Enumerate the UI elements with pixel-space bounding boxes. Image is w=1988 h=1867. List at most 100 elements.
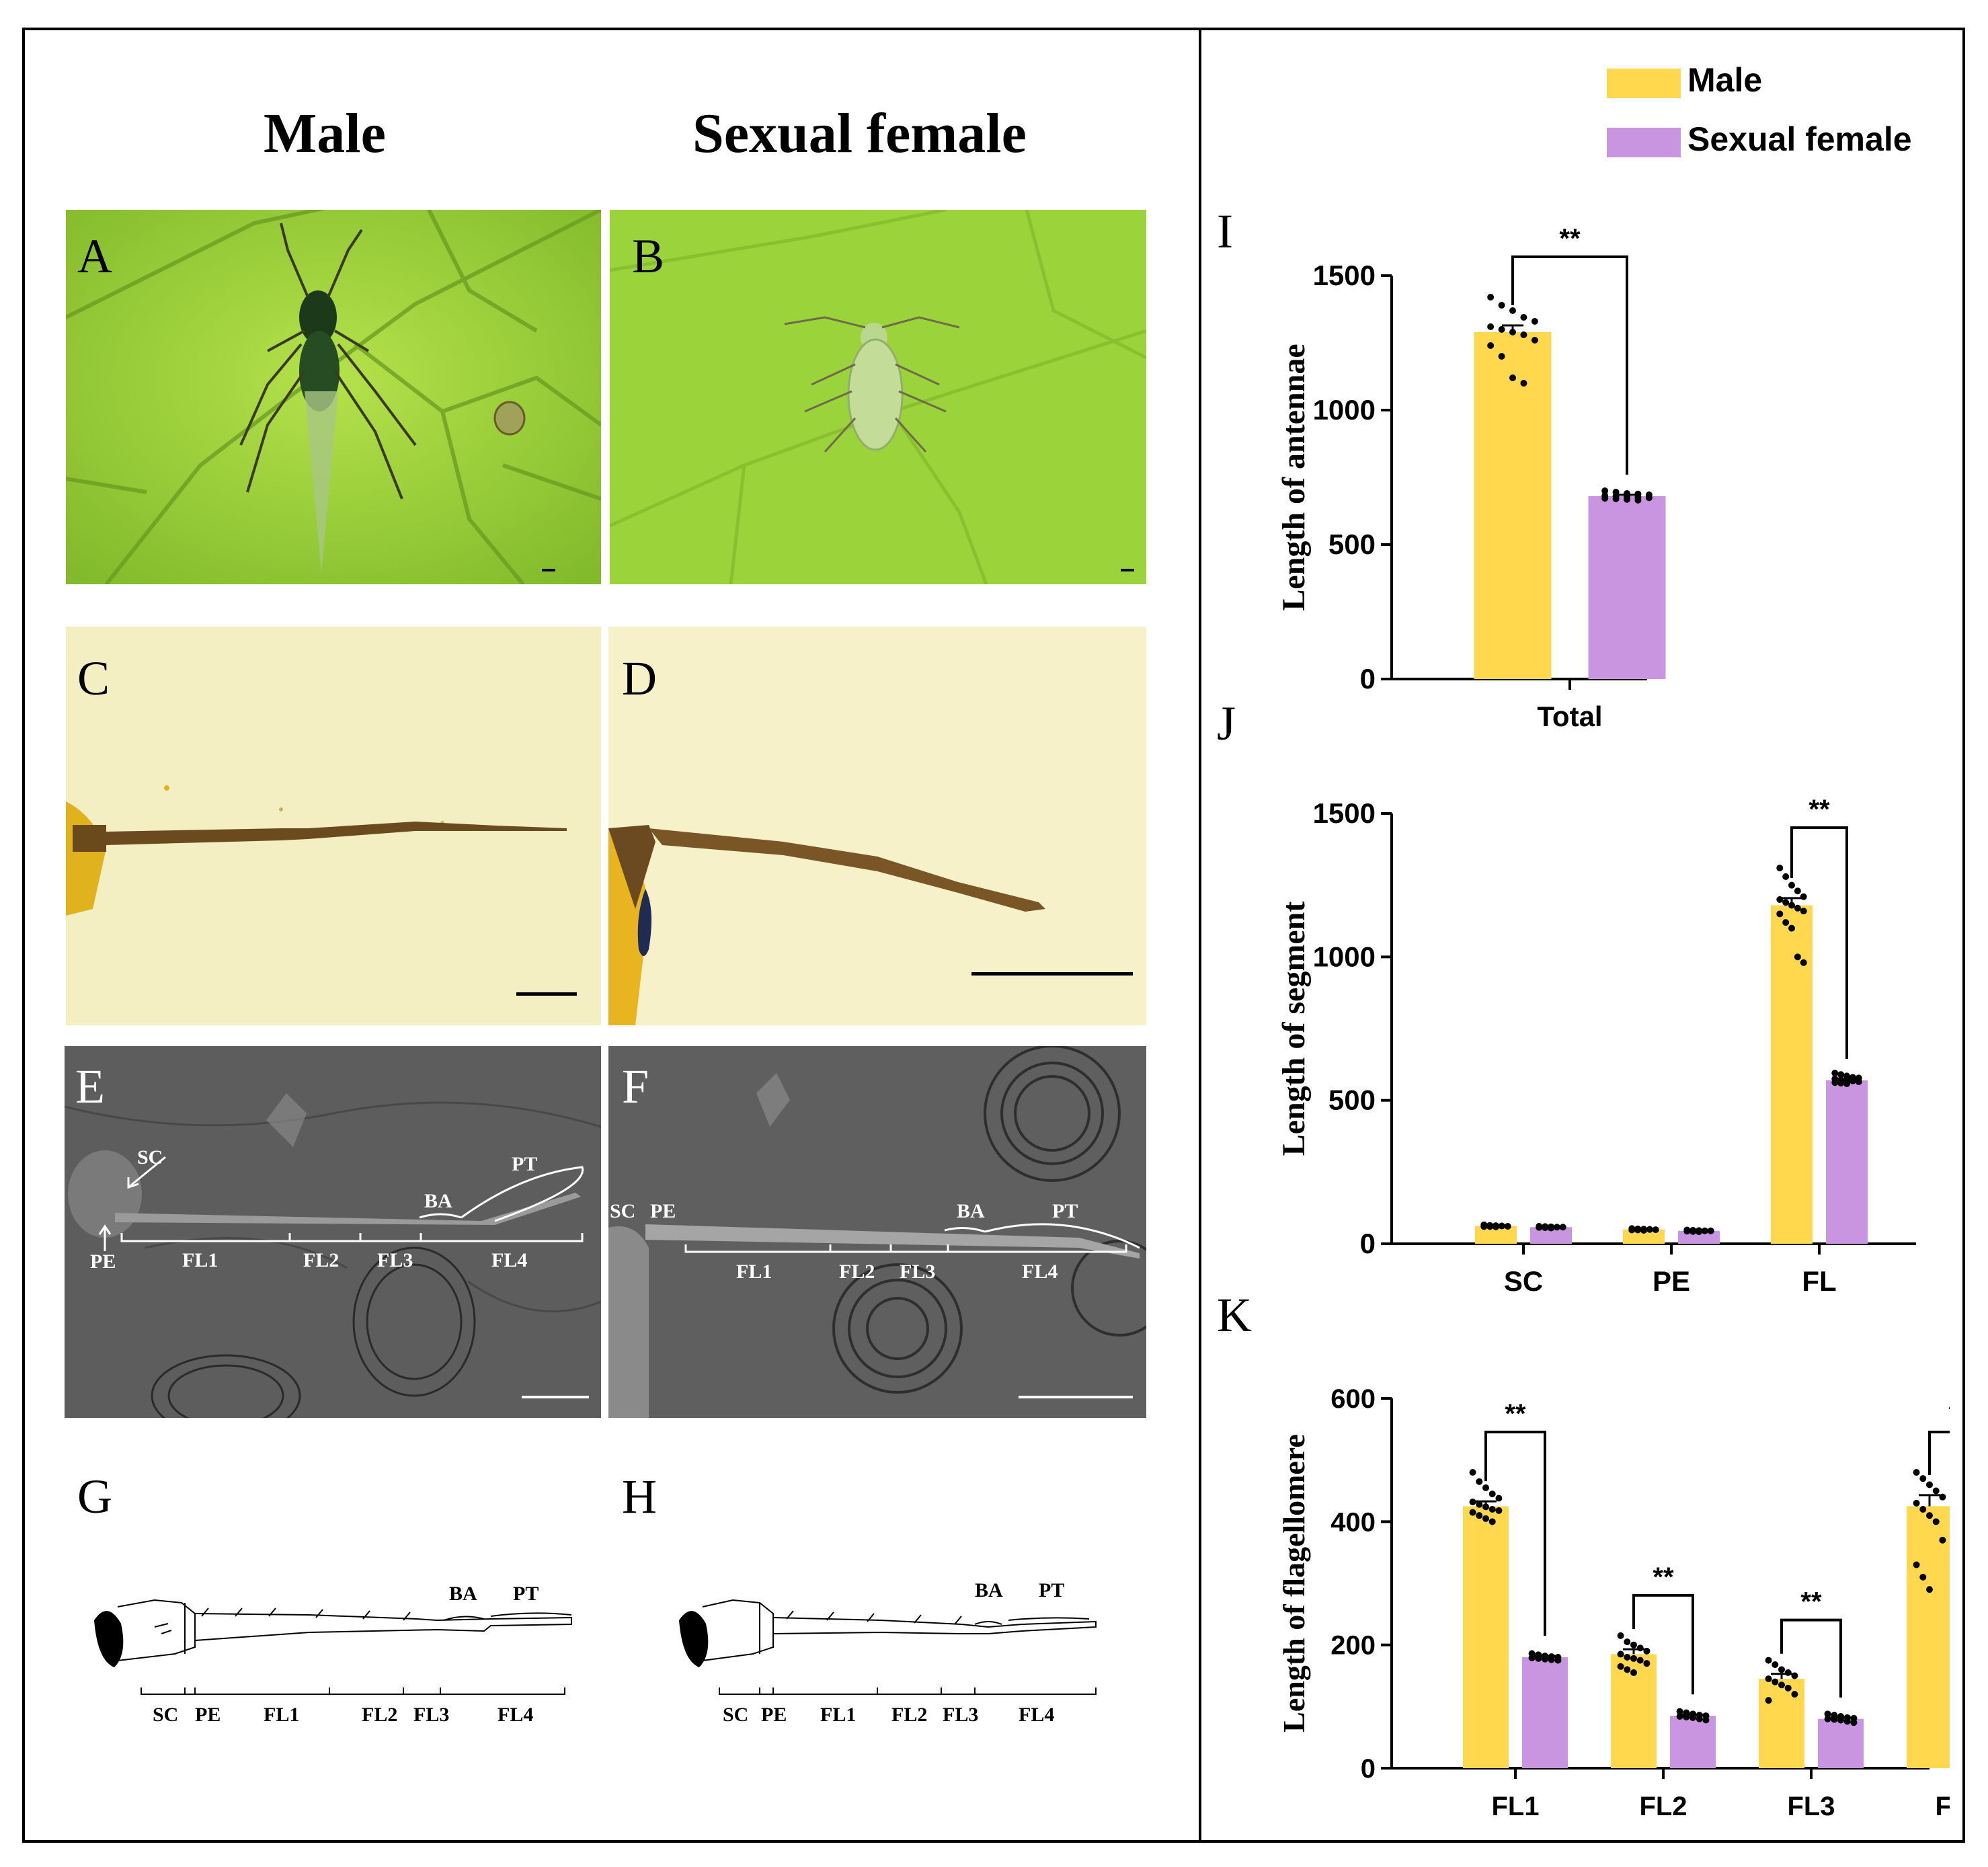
drawing-label-pt-g: PT: [513, 1583, 539, 1605]
data-point: [1696, 1715, 1703, 1722]
data-point: [1683, 1713, 1690, 1720]
column-divider: [1199, 28, 1201, 1843]
sem-label-pt-f: PT: [1052, 1200, 1078, 1222]
data-point: [1520, 331, 1527, 338]
data-point: [1476, 1512, 1483, 1519]
drawing-label-fl4-g: FL4: [498, 1704, 533, 1726]
panel-label-k: K: [1217, 1288, 1252, 1342]
panel-label-g: G: [77, 1470, 112, 1523]
data-point: [1601, 487, 1609, 494]
data-point: [1469, 1469, 1476, 1476]
x-tick-label: Total: [1537, 701, 1602, 732]
data-point: [1831, 1079, 1839, 1086]
chart-i-antennae: 0 500 1000 1500 Length of antennae Total **: [1276, 224, 1666, 732]
data-point: [1469, 1509, 1476, 1516]
significance-bracket: [1928, 1431, 1950, 1475]
heading-male: Male: [264, 102, 386, 165]
data-point: [1509, 329, 1516, 335]
data-point: [1498, 326, 1505, 333]
data-point: [1488, 1518, 1496, 1525]
sem-label-pe-f: PE: [650, 1200, 676, 1222]
male-aphid-icon: [239, 223, 417, 573]
panel-label-a: A: [77, 229, 112, 283]
data-point: [1636, 1644, 1644, 1652]
panel-label-d: D: [622, 651, 657, 705]
significance-label: **: [1800, 1587, 1822, 1617]
data-point: [1553, 1224, 1560, 1231]
data-point: [1554, 1657, 1562, 1664]
data-point: [1548, 1224, 1554, 1232]
y-axis-label: Length of segment: [1276, 902, 1312, 1156]
data-point: [1772, 1661, 1779, 1668]
data-point: [1778, 1666, 1785, 1673]
data-point: [1776, 896, 1784, 903]
data-point: [1701, 1227, 1708, 1234]
y-tick-label: 0: [1360, 663, 1376, 694]
sem-label-ba-e: BA: [424, 1190, 452, 1212]
data-point: [1926, 1586, 1933, 1593]
data-point: [1831, 1070, 1839, 1077]
data-point: [1486, 1223, 1494, 1230]
data-point: [1617, 1651, 1624, 1658]
data-point: [1919, 1475, 1927, 1482]
drawing-label-pe-h: PE: [761, 1704, 787, 1726]
data-point: [1634, 1226, 1642, 1234]
bar-sexual-female-fl: [1826, 1080, 1868, 1244]
data-point: [1707, 1227, 1714, 1234]
data-point: [1837, 1080, 1845, 1087]
data-point: [1645, 494, 1653, 502]
bar-sexual-female-fl2: [1670, 1716, 1716, 1768]
data-point: [1482, 1484, 1489, 1491]
data-point: [1689, 1228, 1697, 1235]
sem-label-fl4-f: FL4: [1022, 1261, 1058, 1283]
data-point: [1624, 495, 1630, 503]
data-point: [1855, 1078, 1862, 1085]
data-point: [1624, 1638, 1631, 1646]
y-tick-label: 1000: [1313, 394, 1376, 426]
data-point: [1520, 380, 1527, 387]
legend-label-male: Male: [1687, 61, 1763, 99]
x-tick-label: FL1: [1491, 1792, 1539, 1821]
panel-label-j: J: [1217, 697, 1236, 750]
drawing-label-sc-g: SC: [153, 1704, 178, 1726]
data-point: [1476, 1501, 1483, 1508]
significance-label: **: [1948, 1399, 1950, 1429]
data-point: [1476, 1478, 1483, 1485]
bar-male-total: [1474, 332, 1552, 679]
sem-label-fl2-e: FL2: [303, 1249, 339, 1271]
panel-e-male-sem: SC PE FL1 FL2 FL3 FL4 BA PT: [65, 1046, 601, 1418]
data-point: [1791, 1672, 1798, 1679]
data-point: [1495, 1507, 1503, 1514]
drawing-label-sc-h: SC: [723, 1704, 748, 1726]
data-point: [1612, 495, 1620, 502]
data-point: [1617, 1632, 1624, 1639]
data-point: [1498, 302, 1505, 309]
data-point: [1469, 1499, 1476, 1505]
significance-bracket: [1790, 826, 1848, 1060]
data-point: [1794, 904, 1801, 912]
data-point: [1784, 1684, 1792, 1692]
panel-label-c: C: [77, 651, 110, 705]
data-point: [1794, 953, 1801, 961]
significance-bracket: [1632, 1593, 1694, 1695]
x-tick-label: FL2: [1639, 1792, 1687, 1821]
data-point: [1788, 924, 1795, 932]
data-point: [1824, 1710, 1831, 1718]
y-tick-label: 500: [1328, 528, 1376, 560]
drawing-label-fl3-h: FL3: [943, 1704, 978, 1726]
x-tick-label: FL: [1802, 1265, 1836, 1297]
data-point: [1640, 1226, 1647, 1234]
y-tick-label: 400: [1330, 1507, 1376, 1537]
data-point: [1493, 1223, 1499, 1230]
x-tick-label: FL4: [1935, 1792, 1950, 1821]
data-point: [1800, 959, 1807, 966]
bar-sexual-female-fl1: [1522, 1657, 1568, 1768]
data-point: [1531, 318, 1538, 325]
data-point: [1617, 1663, 1624, 1670]
data-point: [1782, 873, 1790, 880]
data-point: [1643, 1660, 1651, 1667]
data-point: [1800, 908, 1807, 915]
data-point: [1559, 1224, 1566, 1231]
data-point: [1504, 1222, 1511, 1230]
legend-swatch-male: [1607, 69, 1681, 98]
